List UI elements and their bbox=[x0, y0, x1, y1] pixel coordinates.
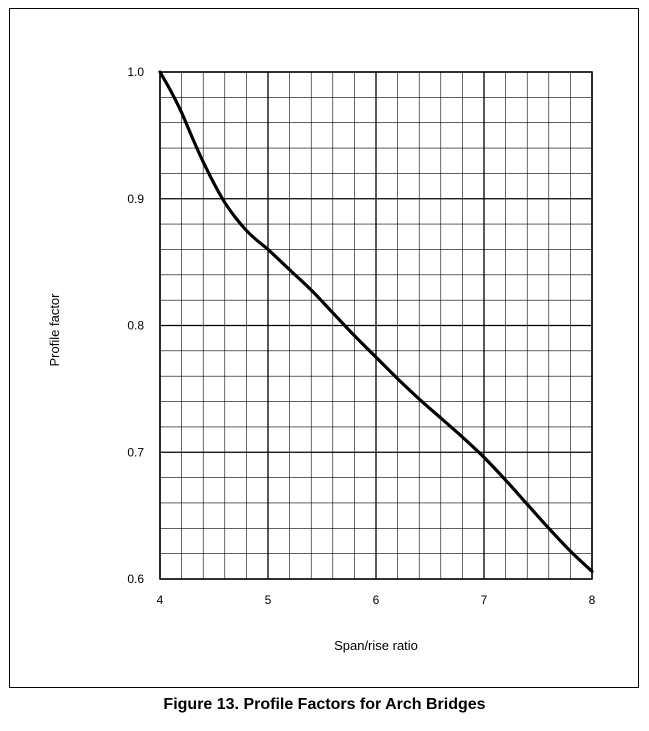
x-tick-label: 4 bbox=[157, 593, 164, 607]
x-axis-label: Span/rise ratio bbox=[334, 638, 418, 653]
y-axis-label: Profile factor bbox=[47, 293, 62, 367]
x-tick-label: 8 bbox=[589, 593, 596, 607]
plot-area-border bbox=[159, 71, 593, 580]
profile-factor-curve bbox=[158, 70, 594, 573]
x-tick-label: 5 bbox=[265, 593, 272, 607]
y-tick-label: 0.9 bbox=[127, 192, 144, 206]
figure-frame bbox=[9, 8, 639, 688]
figure-caption: Figure 13. Profile Factors for Arch Brid… bbox=[163, 696, 486, 713]
x-tick-label: 7 bbox=[481, 593, 488, 607]
y-tick-label: 0.8 bbox=[127, 319, 144, 333]
y-tick-label: 0.7 bbox=[127, 445, 144, 459]
y-tick-label: 1.0 bbox=[127, 65, 144, 79]
y-tick-label: 0.6 bbox=[127, 572, 144, 586]
x-tick-label: 6 bbox=[373, 593, 380, 607]
